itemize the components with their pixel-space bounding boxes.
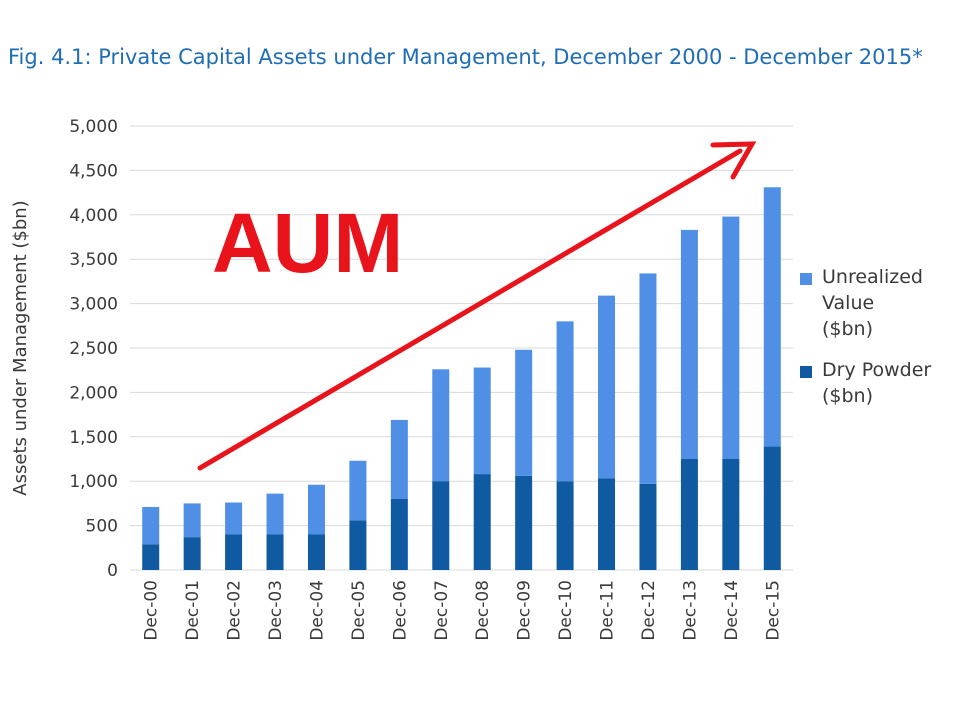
- x-tick-label: Dec-02: [225, 580, 245, 641]
- bar-dry-powder: [473, 474, 491, 570]
- x-tick-label: Dec-06: [390, 580, 410, 641]
- bar-unrealized: [639, 273, 657, 484]
- y-tick-label: 0: [107, 561, 118, 581]
- y-tick-label: 500: [86, 517, 118, 537]
- bar-dry-powder: [556, 481, 574, 570]
- x-tick-label: Dec-01: [183, 580, 203, 641]
- bar-dry-powder: [763, 446, 781, 570]
- bar-dry-powder: [639, 483, 657, 570]
- y-tick-label: 1,500: [69, 428, 118, 448]
- bar-unrealized: [142, 506, 160, 545]
- bar-unrealized: [307, 484, 325, 535]
- bar-unrealized: [349, 460, 367, 521]
- gridlines: [130, 125, 793, 571]
- bar-dry-powder: [680, 459, 698, 570]
- y-tick-label: 3,000: [69, 295, 118, 315]
- bar-unrealized: [722, 216, 740, 459]
- x-tick-label: Dec-14: [722, 580, 742, 641]
- bar-unrealized: [763, 187, 781, 447]
- x-tick-label: Dec-08: [473, 580, 493, 641]
- bar-unrealized: [473, 367, 491, 475]
- legend-swatch-unrealized: [800, 273, 812, 285]
- bar-unrealized: [598, 295, 616, 479]
- legend-swatch-dry-powder: [800, 366, 812, 378]
- bar-dry-powder: [307, 534, 325, 570]
- bar-dry-powder: [598, 478, 616, 570]
- y-axis-label: Assets under Management ($bn): [10, 200, 31, 495]
- bar-dry-powder: [349, 520, 367, 570]
- y-tick-label: 2,500: [69, 339, 118, 359]
- bar-unrealized: [680, 229, 698, 459]
- x-tick-labels: Dec-00 Dec-01 Dec-02 Dec-03 Dec-04 Dec-05 Dec-…: [142, 580, 784, 641]
- arrow-head: [710, 141, 757, 180]
- y-tick-label: 3,500: [69, 250, 118, 270]
- x-tick-label: Dec-13: [680, 580, 700, 641]
- bar-unrealized: [266, 493, 284, 535]
- x-tick-label: Dec-09: [515, 580, 535, 641]
- x-tick-label: Dec-04: [307, 580, 327, 641]
- bar-unrealized: [556, 321, 574, 482]
- y-tick-label: 2,000: [69, 383, 118, 403]
- y-tick-labels: 0 500 1,000 1,500 2,000 2,500 3,000 3,500 4,000 4…: [69, 117, 118, 581]
- x-tick-label: Dec-15: [763, 580, 783, 641]
- bar-unrealized: [515, 349, 533, 476]
- bar-unrealized: [183, 503, 201, 538]
- chart-title: Fig. 4.1: Private Capital Assets under M…: [8, 45, 923, 69]
- y-tick-label: 5,000: [69, 117, 118, 137]
- x-tick-label: Dec-05: [349, 580, 369, 641]
- legend-label-unrealized: Unrealized Value ($bn): [822, 266, 923, 340]
- bar-dry-powder: [432, 481, 450, 570]
- bar-unrealized: [390, 419, 408, 499]
- trend-arrow: [197, 141, 757, 471]
- bar-dry-powder: [225, 534, 243, 570]
- bars: [142, 187, 781, 570]
- x-tick-label: Dec-12: [639, 580, 659, 641]
- x-tick-label: Dec-00: [142, 580, 162, 641]
- x-tick-label: Dec-10: [556, 580, 576, 641]
- bar-dry-powder: [266, 534, 284, 570]
- bar-dry-powder: [390, 498, 408, 570]
- x-tick-label: Dec-07: [432, 580, 452, 641]
- x-tick-label: Dec-11: [598, 580, 618, 641]
- x-tick-label: Dec-03: [266, 580, 286, 641]
- y-tick-label: 4,500: [69, 161, 118, 181]
- bar-dry-powder: [722, 459, 740, 570]
- bar-dry-powder: [515, 475, 533, 570]
- aum-annotation: AUM: [212, 196, 403, 290]
- y-tick-label: 1,000: [69, 472, 118, 492]
- bar-unrealized: [225, 502, 243, 535]
- y-tick-label: 4,000: [69, 206, 118, 226]
- legend-label-dry-powder: Dry Powder ($bn): [822, 359, 932, 407]
- bar-dry-powder: [142, 544, 160, 570]
- arrow-shaft: [197, 148, 743, 471]
- bar-unrealized: [432, 369, 450, 482]
- bar-dry-powder: [183, 537, 201, 570]
